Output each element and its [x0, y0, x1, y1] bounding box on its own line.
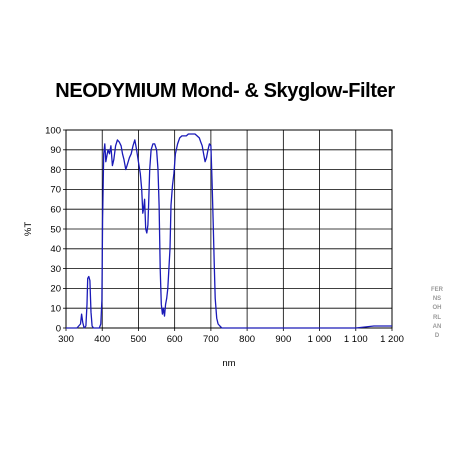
y-tick-label: 100: [45, 125, 61, 136]
grid: [65, 129, 393, 329]
x-axis-label: nm: [222, 358, 235, 369]
x-tick-label: 700: [203, 334, 219, 345]
x-tick-label: 300: [58, 334, 74, 345]
y-tick-label: 70: [50, 185, 61, 196]
plot-area: [66, 133, 392, 329]
y-tick-label: 20: [50, 284, 61, 295]
x-tick-label: 600: [167, 334, 183, 345]
x-tick-label: 400: [94, 334, 110, 345]
tick-labels: 0 10 20 30 40 50 60 70 80 90 100 300 400 500 600 700 800…: [45, 125, 404, 345]
y-tick-label: 0: [56, 323, 61, 334]
transmission-line: [66, 133, 392, 329]
x-tick-label: 1 100: [344, 334, 368, 345]
y-tick-label: 50: [50, 224, 61, 235]
x-tick-label: 900: [275, 334, 291, 345]
x-tick-label: 1 200: [380, 334, 404, 345]
y-tick-label: 90: [50, 145, 61, 156]
x-tick-label: 800: [239, 334, 255, 345]
y-axis-label: %T: [23, 222, 34, 236]
chart-title: NEODYMIUM Mond- & Skyglow-Filter: [55, 80, 395, 102]
y-tick-label: 80: [50, 165, 61, 176]
y-tick-label: 40: [50, 244, 61, 255]
y-tick-label: 30: [50, 264, 61, 275]
x-tick-label: 500: [131, 334, 147, 345]
x-tick-label: 1 000: [308, 334, 332, 345]
watermark-text: FERNSOHRLAND: [431, 287, 443, 340]
y-tick-label: 10: [50, 304, 61, 315]
y-tick-label: 60: [50, 205, 61, 216]
